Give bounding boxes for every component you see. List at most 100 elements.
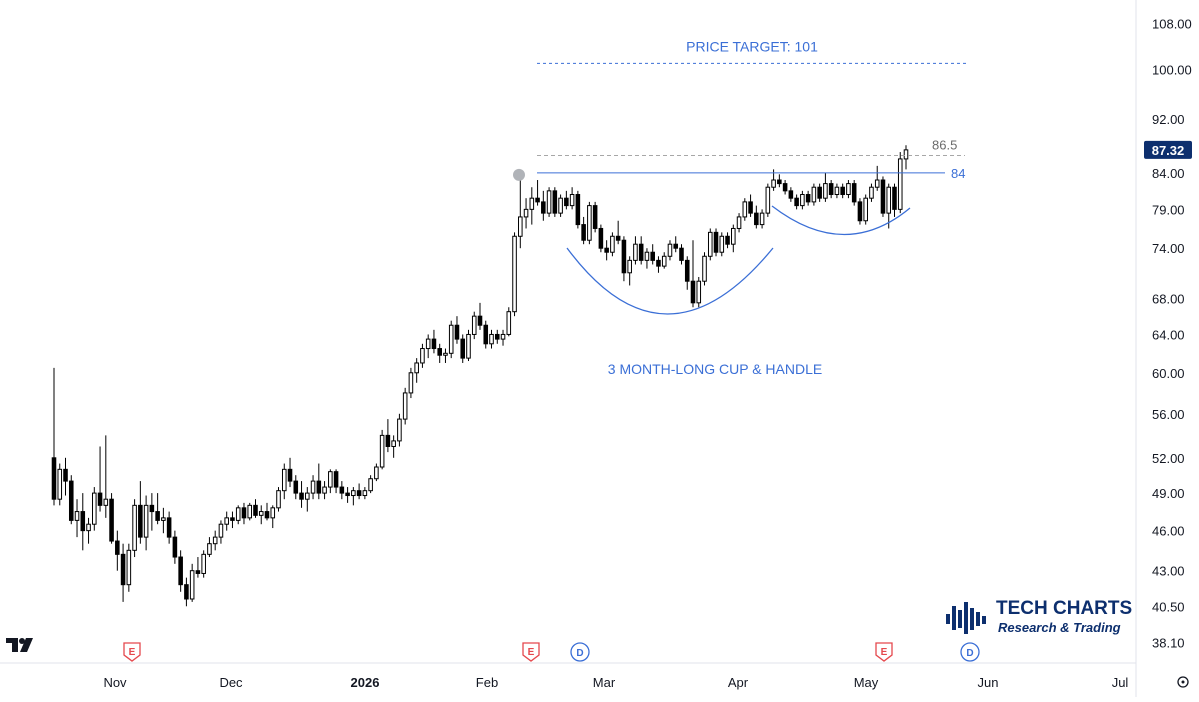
candle-up — [800, 194, 805, 207]
candle-up — [126, 549, 132, 586]
earnings-marker-label: E — [881, 647, 888, 658]
candle-down — [80, 511, 86, 532]
candle-up — [569, 194, 575, 207]
earnings-marker-icon — [123, 642, 141, 662]
candle-up — [322, 486, 327, 494]
candle-down — [598, 227, 604, 249]
candle-up — [414, 362, 419, 374]
candle-down — [345, 492, 350, 497]
candle-down — [494, 333, 500, 340]
x-tick-label: Dec — [219, 675, 243, 690]
candle-up — [707, 231, 713, 257]
y-tick-label: 74.00 — [1152, 241, 1185, 256]
settings-gear-icon[interactable] — [1177, 676, 1189, 688]
candle-down — [754, 212, 759, 226]
candle-up — [512, 235, 517, 313]
tradingview-logo-icon[interactable] — [6, 636, 36, 659]
x-tick-label: Jun — [978, 675, 999, 690]
candle-down — [621, 239, 627, 274]
candle-up — [402, 392, 408, 420]
alert-clock-icon — [513, 168, 525, 181]
x-tick-label: May — [854, 675, 879, 690]
candle-down — [794, 197, 799, 207]
candle-down — [851, 183, 857, 203]
candle-down — [138, 504, 143, 538]
candle-up — [771, 179, 776, 188]
candle-down — [155, 511, 160, 521]
candle-up — [759, 212, 765, 226]
logo-subtitle: Research & Trading — [998, 620, 1121, 635]
candle-up — [281, 468, 287, 492]
candle-up — [702, 255, 707, 282]
candle-up — [903, 149, 909, 160]
candle-down — [356, 490, 362, 497]
earnings-marker-icon — [522, 642, 540, 662]
candle-down — [828, 183, 834, 196]
candle-down — [564, 197, 569, 207]
candle-down — [178, 556, 183, 586]
y-tick-label: 49.00 — [1152, 486, 1185, 501]
cup-curve — [566, 247, 774, 315]
candle-down — [97, 492, 103, 506]
candle-down — [777, 179, 782, 185]
candle-up — [391, 440, 396, 447]
candle-up — [425, 338, 431, 350]
candle-up — [489, 333, 494, 345]
candle-up — [189, 570, 195, 600]
candle-down — [638, 243, 644, 261]
dividend-marker-label: D — [966, 648, 973, 659]
candle-down — [782, 183, 788, 192]
candle-down — [166, 517, 172, 538]
candle-down — [68, 480, 74, 521]
candle-up — [627, 259, 632, 274]
candle-up — [328, 471, 333, 488]
candle-up — [846, 183, 851, 196]
candle-up — [374, 466, 379, 480]
candle-up — [103, 498, 109, 506]
candle-up — [408, 372, 414, 394]
candle-down — [109, 498, 114, 542]
candle-down — [339, 486, 345, 494]
y-tick-label: 64.00 — [1152, 327, 1185, 342]
candle-down — [541, 201, 546, 214]
earnings-marker-label: E — [129, 647, 136, 658]
candle-up — [207, 543, 212, 555]
candle-down — [299, 492, 304, 500]
candle-up — [310, 480, 316, 494]
upper-line-label: 86.5 — [932, 137, 957, 152]
candle-up — [443, 352, 448, 356]
candle-up — [368, 478, 373, 492]
last-price-badge — [1144, 140, 1192, 159]
candle-up — [379, 434, 385, 468]
candle-down — [535, 197, 540, 203]
candle-up — [667, 243, 673, 257]
candle-up — [506, 311, 512, 335]
candle-down — [788, 190, 794, 199]
candle-down — [575, 194, 581, 226]
candle-down — [431, 338, 437, 350]
x-tick-label: Apr — [728, 675, 749, 690]
candle-up — [518, 216, 523, 237]
candle-up — [247, 504, 253, 519]
candle-down — [615, 235, 621, 241]
candle-down — [650, 251, 655, 261]
candle-down — [195, 570, 201, 574]
candle-up — [57, 468, 63, 500]
candle-up — [270, 507, 276, 519]
x-tick-label: Nov — [103, 675, 127, 690]
candle-up — [224, 517, 229, 525]
candle-down — [552, 190, 558, 214]
candle-up — [823, 183, 828, 199]
candle-down — [460, 338, 466, 359]
candle-down — [230, 517, 235, 521]
candle-up — [587, 205, 592, 241]
candle-up — [558, 197, 563, 214]
y-tick-label: 92.00 — [1152, 112, 1185, 127]
candle-down — [690, 280, 696, 304]
candle-down — [892, 186, 897, 210]
candle-down — [673, 243, 679, 249]
candle-up — [874, 179, 880, 188]
candle-up — [92, 492, 97, 525]
